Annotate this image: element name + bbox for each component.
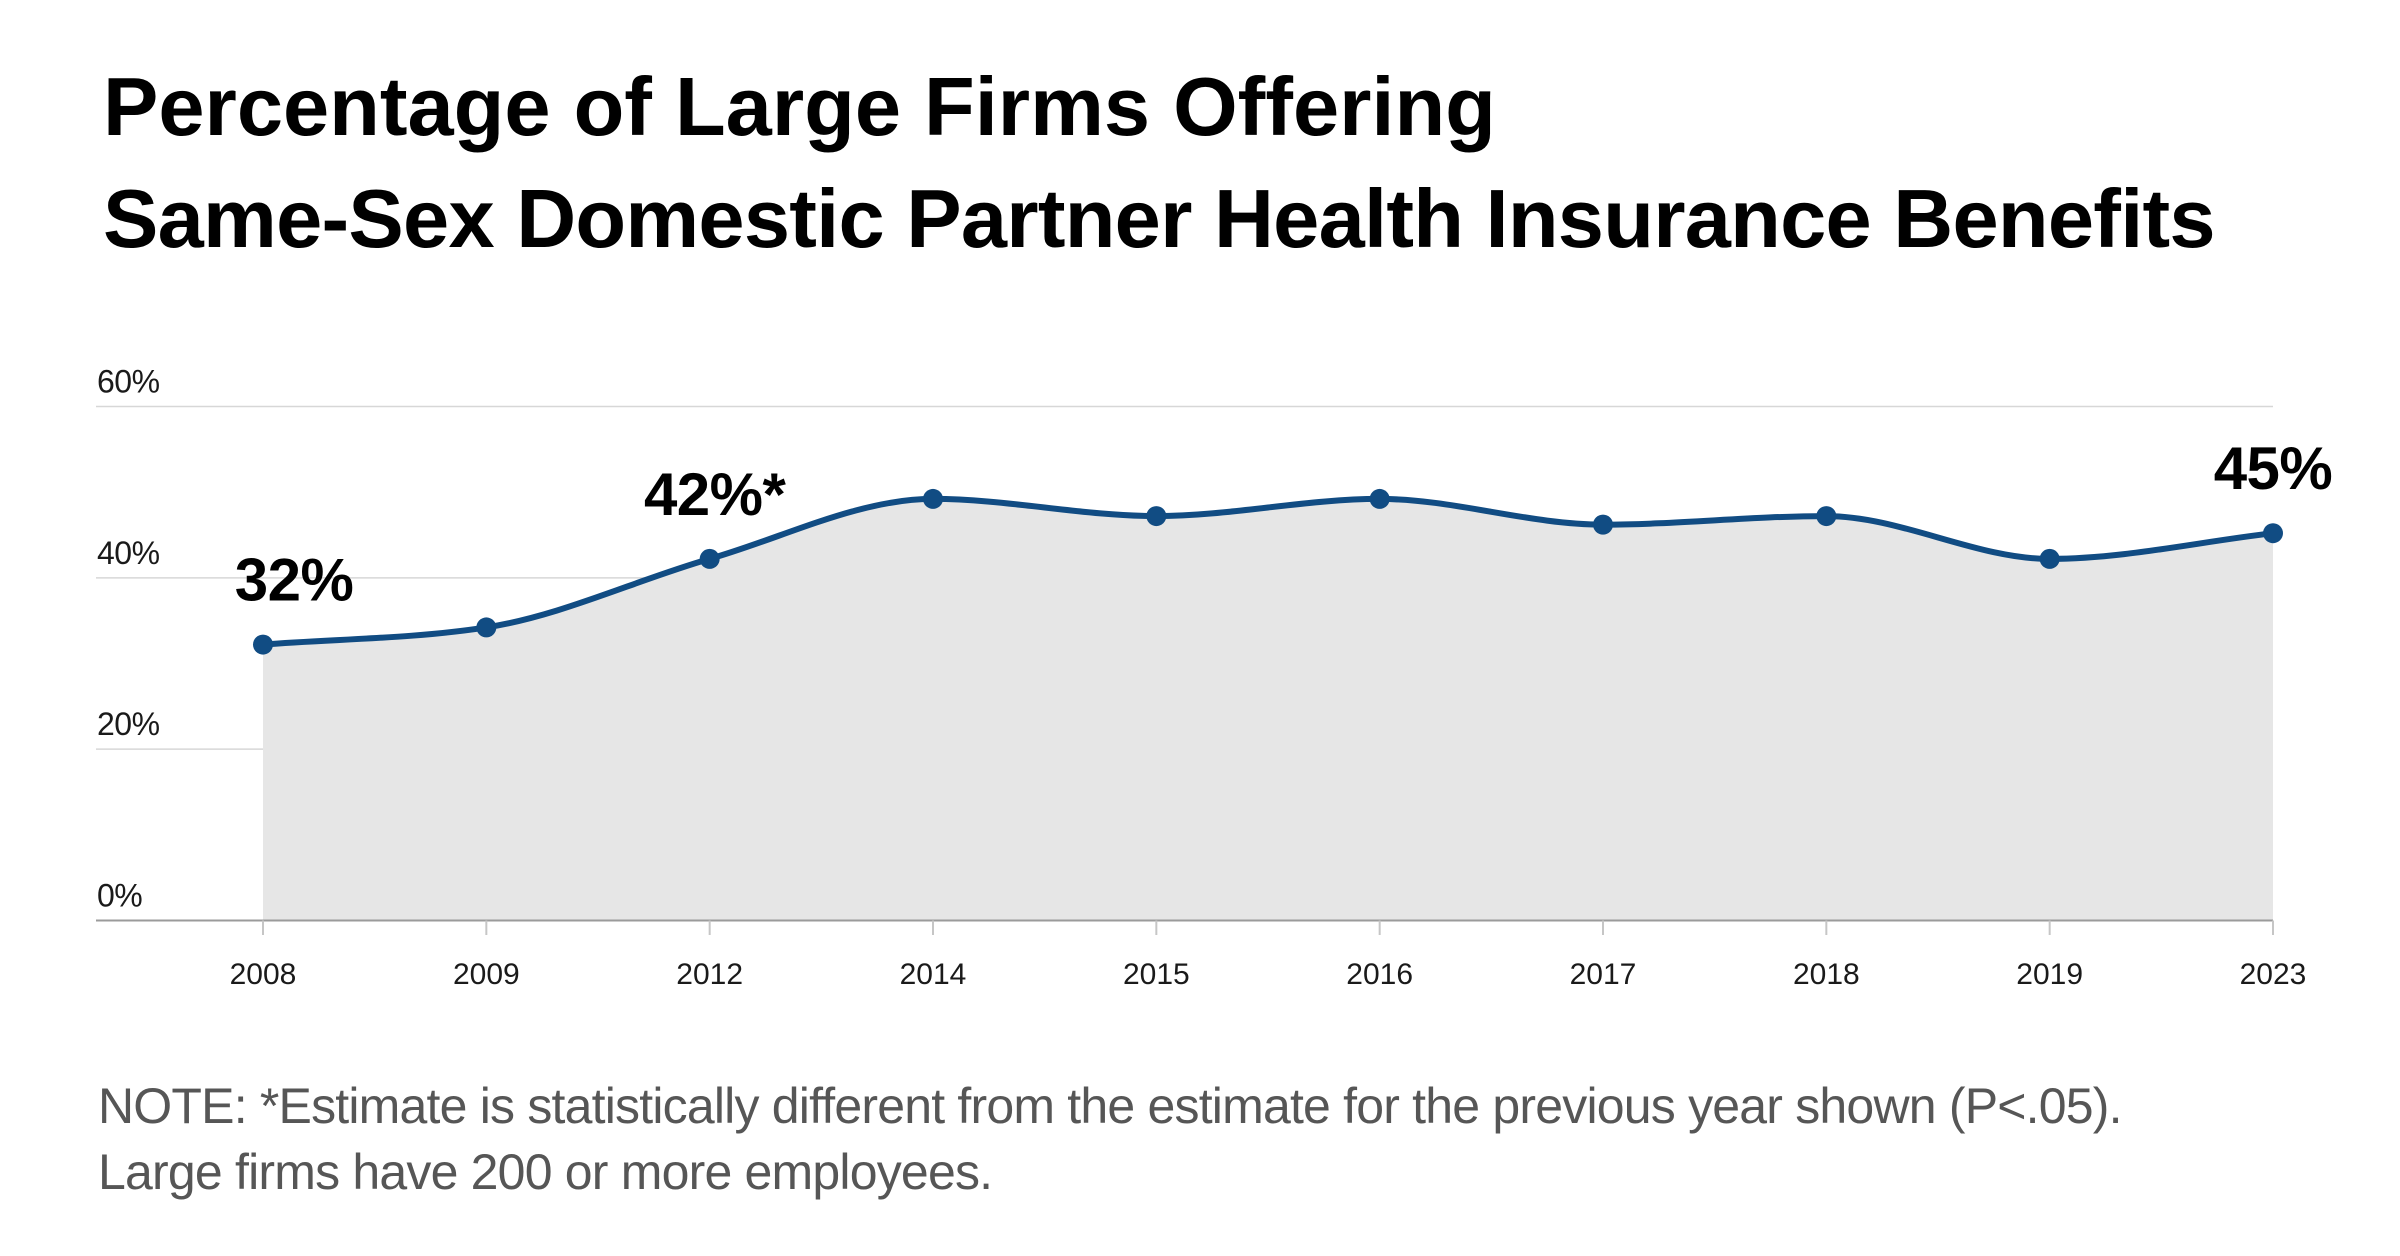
data-point <box>1146 506 1167 527</box>
y-axis-label: 20% <box>97 706 160 742</box>
value-label: 42%* <box>644 461 787 528</box>
x-axis-label: 2019 <box>2016 958 2083 991</box>
x-axis-label: 2012 <box>676 958 743 991</box>
data-point <box>1369 488 1390 509</box>
series-line <box>260 495 2276 648</box>
data-point <box>253 634 273 655</box>
note-line1: NOTE: *Estimate is statistically differe… <box>98 1078 2122 1134</box>
x-axis-label: 2009 <box>453 958 520 991</box>
data-point <box>2262 523 2283 544</box>
x-axis-label: 2015 <box>1123 958 1190 991</box>
data-point <box>699 548 720 569</box>
data-point <box>476 617 497 638</box>
chart-title-line2: Same-Sex Domestic Partner Health Insuran… <box>103 172 2215 265</box>
data-point <box>1816 506 1837 527</box>
x-axis-label: 2018 <box>1793 958 1860 991</box>
chart-title-line1: Percentage of Large Firms Offering <box>103 60 1496 153</box>
value-label: 45% <box>2214 435 2333 502</box>
note-line2: Large firms have 200 or more employees. <box>98 1144 992 1200</box>
data-point <box>1592 514 1613 535</box>
area-fill <box>263 498 2273 920</box>
y-axis-label: 0% <box>97 878 142 914</box>
x-axis-label: 2016 <box>1346 958 1413 991</box>
y-axis-label: 40% <box>97 535 160 571</box>
x-axis-label: 2014 <box>900 958 967 991</box>
y-axis-label: 60% <box>97 363 160 399</box>
data-point <box>922 488 943 509</box>
value-label: 32% <box>235 547 354 614</box>
x-axis-label: 2017 <box>1570 958 1637 991</box>
data-point <box>2039 548 2060 569</box>
x-axis-label: 2023 <box>2240 958 2307 991</box>
x-axis-label: 2008 <box>230 958 297 991</box>
plot-area: 0% 20% 40% 60% 2008 2009 2012 2014 2015 2016 2017 2… <box>96 363 2333 991</box>
